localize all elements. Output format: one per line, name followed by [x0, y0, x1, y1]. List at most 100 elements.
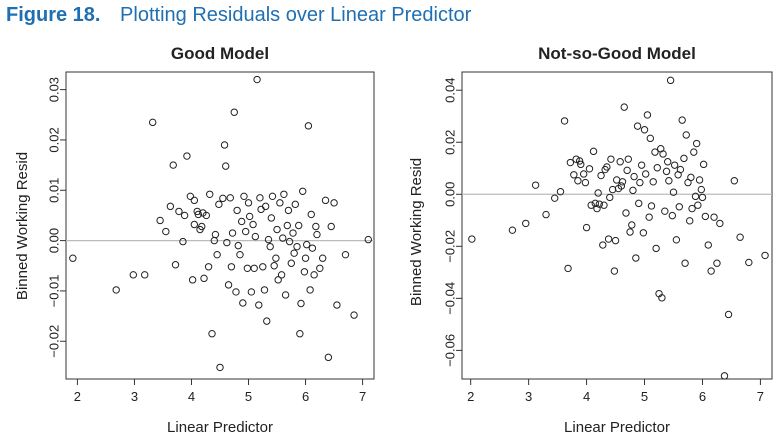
- data-point: [594, 189, 602, 197]
- y-tick-label: 0.04: [443, 78, 458, 103]
- data-point: [617, 182, 626, 190]
- data-point: [194, 210, 203, 219]
- data-point: [283, 221, 292, 230]
- data-point: [710, 213, 718, 221]
- data-point: [645, 213, 653, 221]
- data-point: [624, 155, 632, 163]
- data-point: [761, 251, 769, 260]
- x-tick-label: 3: [525, 389, 532, 404]
- data-point: [263, 317, 271, 325]
- y-tick-label: −0.06: [443, 334, 458, 367]
- data-point: [204, 263, 213, 271]
- data-point: [219, 194, 227, 203]
- data-point: [272, 254, 280, 262]
- data-point: [233, 206, 241, 215]
- data-point: [675, 203, 683, 211]
- data-point: [202, 211, 211, 220]
- data-point: [243, 264, 252, 272]
- data-point: [641, 170, 650, 178]
- data-point: [226, 194, 234, 202]
- y-tick-label: 0.02: [443, 130, 458, 155]
- data-point: [222, 162, 230, 170]
- data-point: [301, 254, 310, 262]
- data-point: [313, 230, 321, 239]
- data-point: [595, 200, 604, 208]
- data-point: [273, 225, 281, 234]
- data-point: [350, 311, 358, 319]
- data-point: [281, 291, 290, 299]
- data-point: [236, 250, 244, 259]
- data-point: [522, 219, 530, 228]
- data-point: [166, 202, 175, 211]
- data-point: [653, 164, 661, 172]
- data-point: [148, 118, 157, 127]
- data-point: [297, 299, 305, 308]
- x-tick-label: 2: [467, 389, 474, 404]
- data-point: [244, 199, 253, 207]
- x-tick-label: 2: [74, 389, 81, 404]
- data-point: [364, 235, 372, 244]
- data-point: [211, 230, 220, 239]
- data-point: [289, 229, 297, 237]
- data-point: [643, 111, 652, 119]
- data-point: [216, 363, 224, 372]
- data-point: [257, 205, 265, 214]
- data-point: [575, 157, 584, 165]
- data-point: [306, 286, 314, 294]
- data-point: [724, 310, 733, 319]
- data-point: [704, 241, 712, 249]
- data-point: [287, 259, 295, 267]
- data-point: [551, 194, 559, 202]
- data-point: [651, 148, 659, 156]
- data-point: [259, 263, 267, 271]
- data-point: [318, 254, 327, 262]
- data-point: [290, 249, 298, 257]
- y-tick-label: −0.01: [47, 274, 62, 307]
- data-point: [577, 160, 585, 169]
- x-tick-label: 4: [188, 389, 195, 404]
- data-point: [560, 117, 569, 125]
- data-point: [582, 223, 591, 232]
- data-point: [261, 202, 270, 211]
- data-point: [284, 206, 293, 215]
- data-point: [680, 154, 688, 163]
- data-point: [659, 150, 667, 158]
- y-tick-label: −0.02: [443, 230, 458, 263]
- data-point: [324, 353, 333, 362]
- data-point: [564, 264, 572, 273]
- data-point: [69, 254, 77, 262]
- y-tick-label: 0.03: [47, 77, 62, 102]
- data-point: [597, 171, 605, 180]
- data-point: [676, 165, 685, 174]
- data-point: [240, 192, 248, 201]
- data-point: [652, 244, 660, 253]
- data-point: [179, 237, 187, 246]
- data-point: [632, 254, 640, 262]
- data-point: [672, 236, 681, 244]
- data-point: [171, 261, 180, 269]
- data-point: [206, 190, 214, 198]
- data-point: [633, 122, 642, 130]
- data-point: [276, 199, 284, 207]
- data-point: [687, 173, 695, 182]
- data-point: [647, 202, 656, 210]
- data-point: [581, 178, 590, 187]
- data-point: [183, 152, 191, 160]
- data-point: [175, 207, 183, 216]
- data-point: [628, 221, 636, 229]
- data-point: [295, 221, 303, 230]
- data-point: [649, 178, 657, 186]
- data-point: [678, 116, 686, 124]
- data-point: [606, 193, 614, 202]
- data-point: [666, 76, 675, 85]
- data-point: [692, 139, 701, 148]
- x-tick-label: 7: [359, 389, 366, 404]
- data-point: [253, 75, 261, 84]
- data-point: [670, 161, 679, 169]
- x-tick-label: 6: [699, 389, 706, 404]
- data-point: [267, 214, 276, 222]
- data-point: [736, 233, 744, 241]
- data-point: [208, 330, 216, 338]
- data-point: [589, 147, 598, 156]
- data-point: [341, 250, 350, 259]
